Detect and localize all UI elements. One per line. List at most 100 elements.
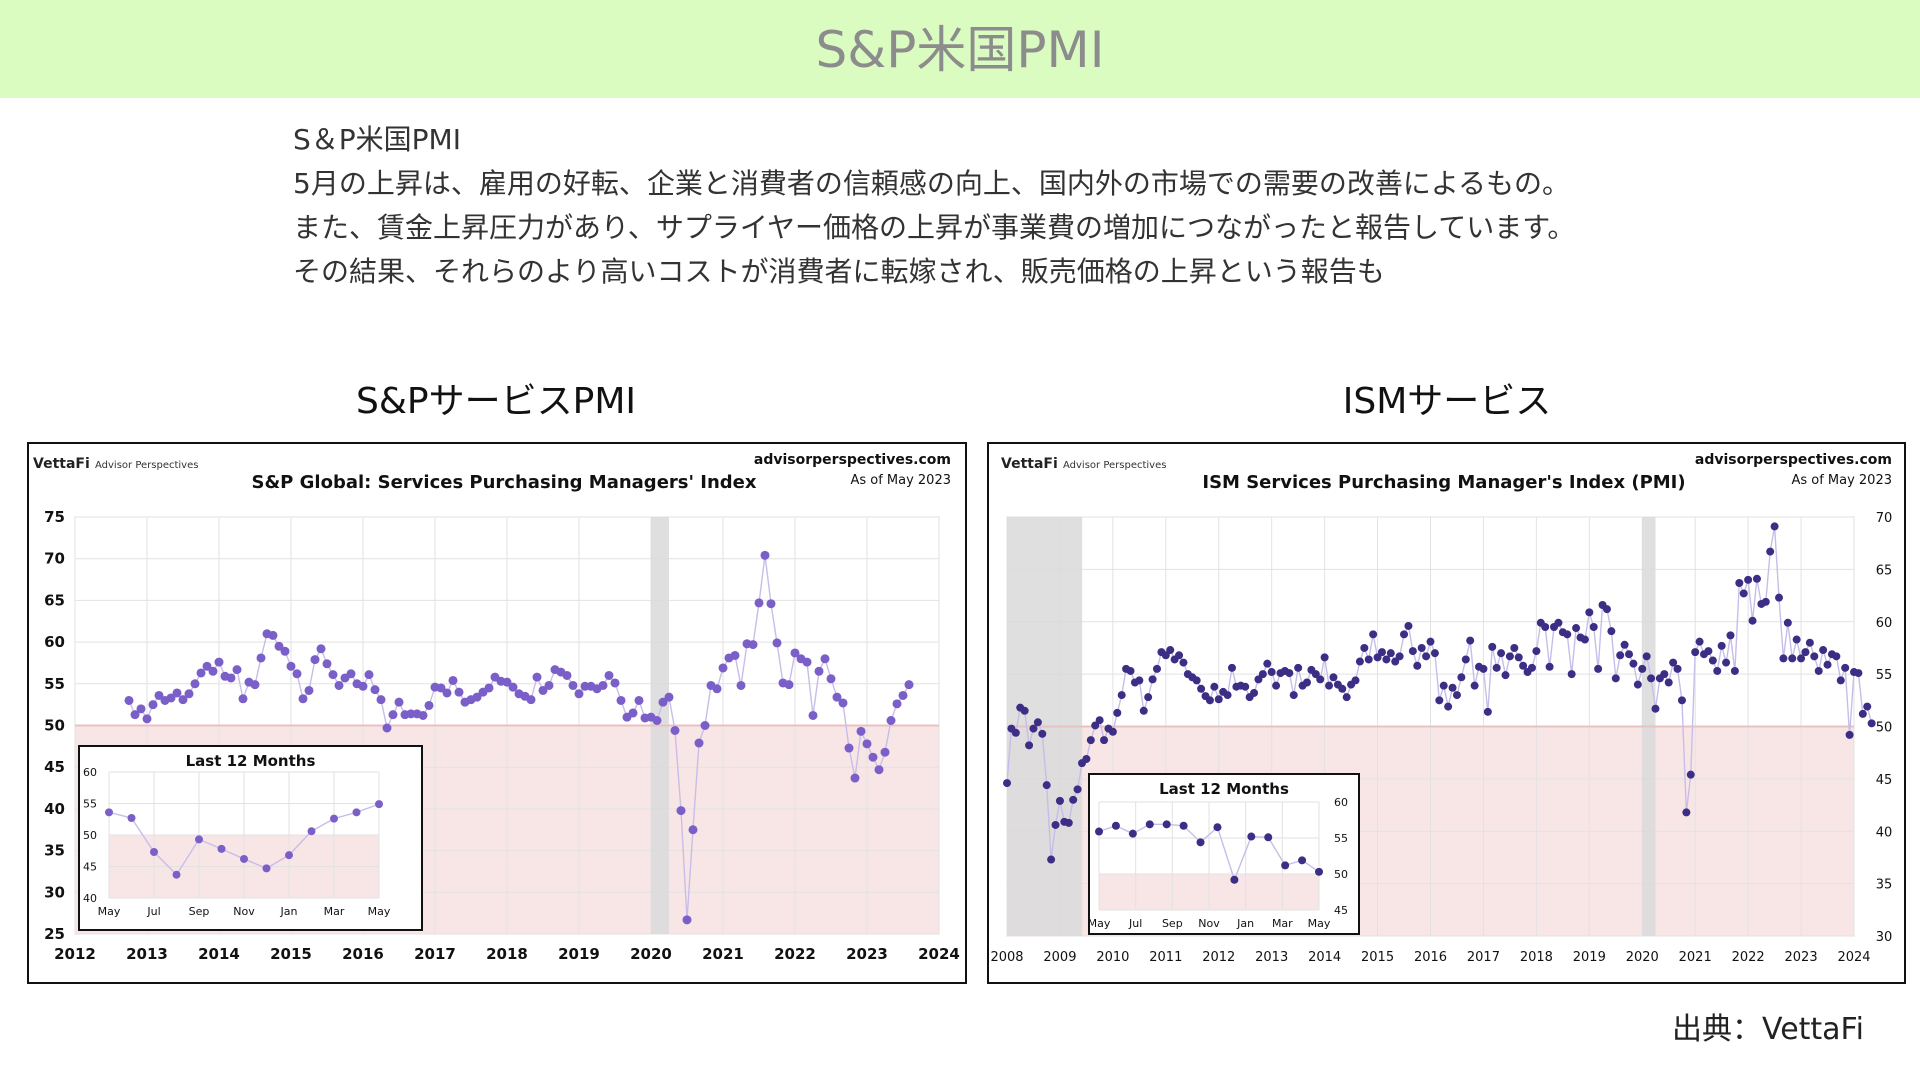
- inset-x-tick-label: Jul: [146, 905, 160, 918]
- inset-data-point: [1111, 821, 1120, 830]
- inset-data-point: [375, 800, 383, 809]
- x-tick-label: 2013: [126, 945, 168, 963]
- data-point: [880, 747, 890, 757]
- data-point: [190, 679, 200, 689]
- data-point: [286, 661, 296, 671]
- data-point: [1408, 647, 1417, 656]
- inset-x-tick-label: Sep: [189, 905, 210, 918]
- data-point: [1686, 770, 1695, 779]
- data-point: [1488, 642, 1497, 651]
- data-point: [856, 726, 866, 736]
- data-point: [1801, 648, 1810, 657]
- data-point: [1863, 702, 1872, 711]
- page-title: S&P米国PMI: [815, 21, 1105, 79]
- data-point: [1175, 651, 1184, 660]
- inset-title: Last 12 Months: [186, 752, 316, 770]
- data-point: [682, 915, 692, 925]
- data-point: [1602, 605, 1611, 614]
- inset-x-tick-label: Sep: [1162, 917, 1183, 930]
- data-point: [712, 684, 722, 694]
- y-tick-label: 45: [44, 758, 65, 776]
- x-tick-label: 2022: [1732, 950, 1765, 965]
- data-point: [526, 695, 536, 705]
- data-point: [1395, 652, 1404, 661]
- data-point: [1660, 670, 1669, 679]
- y-tick-label: 50: [1876, 721, 1893, 736]
- brand-subtitle: Advisor Perspectives: [95, 460, 198, 471]
- data-point: [1117, 691, 1126, 700]
- data-point: [1775, 593, 1784, 602]
- data-point: [1580, 635, 1589, 644]
- data-point: [1113, 708, 1122, 717]
- data-point: [652, 715, 662, 725]
- site-url: advisorperspectives.com: [754, 452, 951, 468]
- data-point: [268, 630, 278, 640]
- data-point: [1311, 670, 1320, 679]
- inset-data-point: [1281, 861, 1290, 870]
- inset-data-point: [1196, 838, 1205, 847]
- data-point: [1819, 646, 1828, 655]
- data-point: [1519, 661, 1528, 670]
- x-tick-label: 2010: [1096, 950, 1129, 965]
- data-point: [1241, 682, 1250, 691]
- data-point: [1510, 643, 1519, 652]
- data-point: [544, 680, 554, 690]
- x-tick-label: 2008: [990, 950, 1023, 965]
- data-point: [1651, 704, 1660, 713]
- data-point: [1691, 648, 1700, 657]
- data-point: [1003, 779, 1011, 788]
- data-point: [292, 669, 302, 679]
- data-point: [1223, 691, 1232, 700]
- x-tick-label: 2016: [342, 945, 384, 963]
- data-point: [142, 714, 152, 724]
- data-point: [1554, 618, 1563, 627]
- data-point: [808, 710, 818, 720]
- x-tick-label: 2024: [918, 945, 960, 963]
- data-point: [424, 700, 434, 710]
- inset-data-point: [1264, 833, 1273, 842]
- data-point: [598, 680, 608, 690]
- inset-x-tick-label: May: [1088, 917, 1111, 930]
- data-point: [1108, 727, 1117, 736]
- data-point: [1744, 575, 1753, 584]
- y-tick-label: 60: [44, 633, 65, 651]
- data-point: [256, 653, 266, 663]
- data-point: [1466, 636, 1475, 645]
- data-point: [1373, 653, 1382, 662]
- x-tick-label: 2012: [1202, 950, 1235, 965]
- data-point: [1267, 668, 1276, 677]
- data-point: [1144, 693, 1153, 702]
- x-tick-label: 2015: [270, 945, 312, 963]
- data-point: [1377, 648, 1386, 657]
- x-tick-label: 2018: [486, 945, 528, 963]
- data-point: [1832, 652, 1841, 661]
- x-tick-label: 2011: [1149, 950, 1182, 965]
- x-tick-label: 2013: [1255, 950, 1288, 965]
- data-point: [1607, 627, 1616, 636]
- data-point: [574, 689, 584, 699]
- description-line: また、賃金上昇圧力があり、サプライヤー価格の上昇が事業費の増加につながったと報告…: [293, 211, 1576, 244]
- data-point: [1439, 681, 1448, 690]
- inset-data-point: [1162, 820, 1171, 829]
- data-point: [1708, 656, 1717, 665]
- data-point: [1038, 729, 1047, 738]
- data-point: [1770, 522, 1779, 531]
- data-point: [1302, 678, 1311, 687]
- data-point: [1294, 663, 1303, 672]
- x-tick-label: 2024: [1837, 950, 1870, 965]
- inset-y-tick-label: 60: [1334, 796, 1348, 809]
- data-point: [1788, 654, 1797, 663]
- data-point: [1426, 637, 1435, 646]
- data-point: [1320, 653, 1329, 662]
- data-point: [1810, 652, 1819, 661]
- data-point: [1625, 650, 1634, 659]
- inset-data-point: [1213, 823, 1222, 832]
- data-point: [802, 657, 812, 667]
- data-point: [694, 738, 704, 748]
- data-point: [448, 675, 458, 685]
- data-point: [658, 697, 668, 707]
- x-tick-label: 2022: [774, 945, 816, 963]
- data-point: [784, 680, 794, 690]
- data-point: [1638, 664, 1647, 673]
- data-point: [718, 663, 728, 673]
